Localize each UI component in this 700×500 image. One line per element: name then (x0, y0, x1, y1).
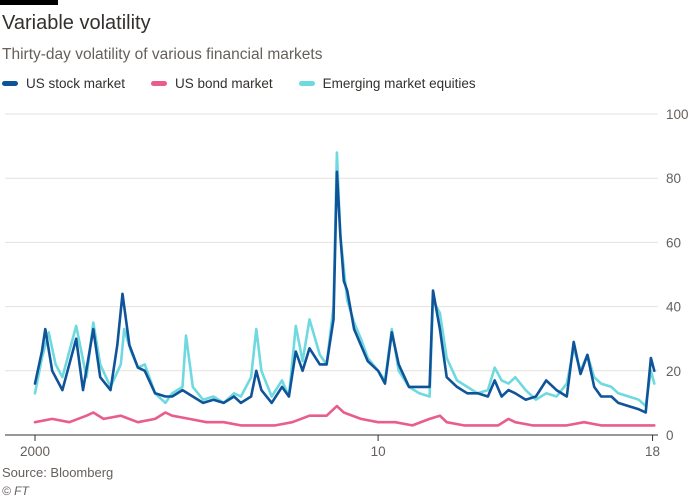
x-tick-label-10: 10 (371, 444, 386, 459)
y-tick-label-40: 40 (666, 300, 681, 315)
legend-swatch-us-bond (151, 80, 168, 86)
x-tick-label-18: 18 (645, 444, 660, 459)
brand-bar (0, 0, 58, 5)
y-tick-label-80: 80 (666, 171, 681, 186)
series-line-us-bond-market (33, 404, 656, 427)
y-tick-label-60: 60 (666, 235, 681, 250)
legend-item-us-stock: US stock market (2, 74, 125, 92)
source-note: Source: Bloomberg (2, 465, 114, 480)
legend-item-em-equities: Emerging market equities (298, 74, 476, 92)
x-tick-label-2000: 2000 (20, 444, 50, 459)
credit-note: © FT (2, 484, 29, 498)
series-lines (33, 151, 656, 427)
gridlines (5, 113, 658, 436)
legend-label-us-stock: US stock market (26, 75, 126, 91)
axes: 0 20 40 60 80 100 2000 10 18 (20, 107, 689, 459)
legend-swatch-us-stock (2, 80, 18, 86)
legend-label-us-bond: US bond market (175, 75, 273, 91)
y-tick-label-0: 0 (666, 428, 674, 443)
chart-title: Variable volatility (2, 12, 151, 34)
y-tick-label-20: 20 (666, 364, 681, 379)
chart-legend: US stock market US bond market Emerging … (2, 74, 476, 92)
series-line-us-stock-market (33, 170, 656, 414)
legend-item-us-bond: US bond market (151, 74, 273, 92)
chart-subtitle: Thirty-day volatility of various financi… (2, 46, 323, 63)
legend-label-em-equities: Emerging market equities (322, 75, 476, 91)
y-tick-label-100: 100 (666, 107, 689, 122)
legend-swatch-em-equities (298, 80, 315, 86)
